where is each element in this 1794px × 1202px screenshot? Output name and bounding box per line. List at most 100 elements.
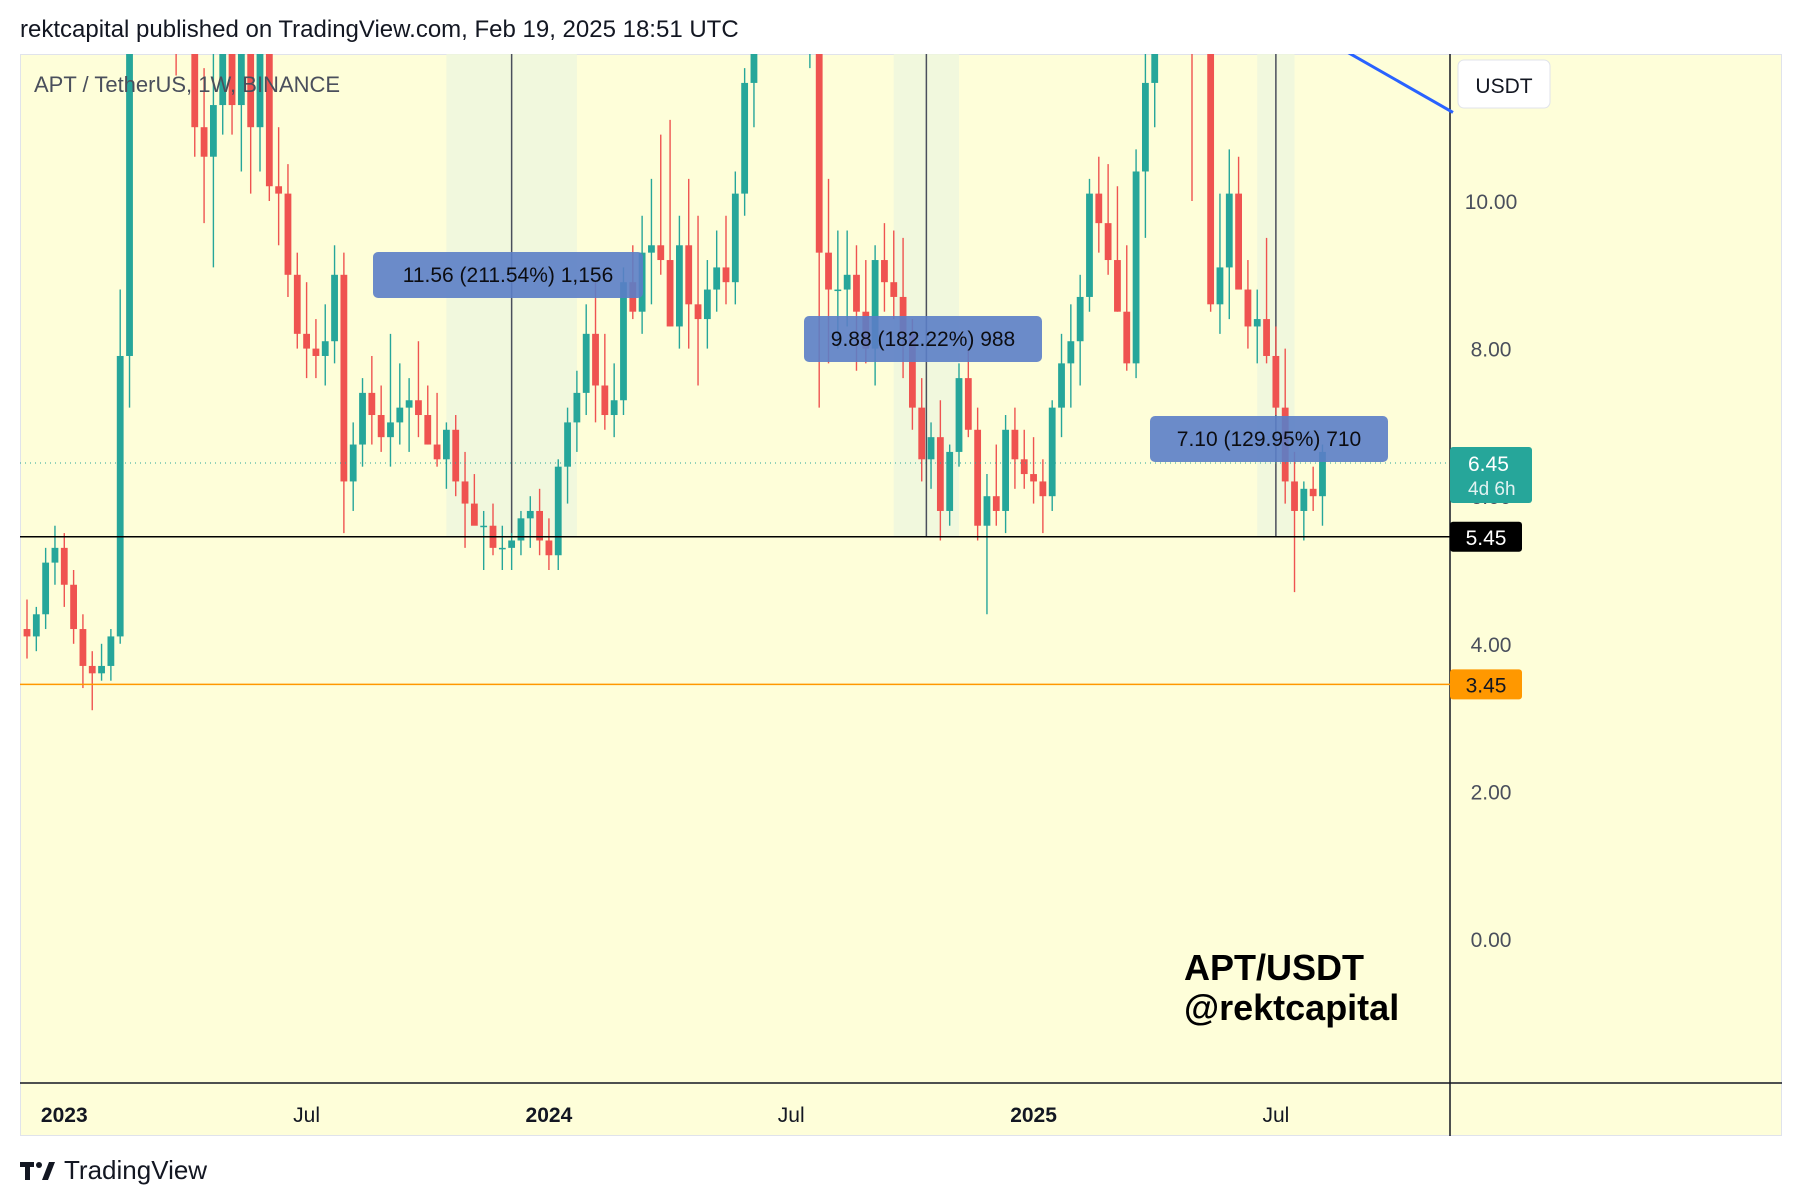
candle-down[interactable] xyxy=(1309,488,1317,497)
candle-up[interactable] xyxy=(219,54,227,106)
candle-up[interactable] xyxy=(508,540,516,548)
candle-down[interactable] xyxy=(694,304,702,320)
candle-up[interactable] xyxy=(703,289,711,320)
candle-up[interactable] xyxy=(480,525,488,528)
candle-up[interactable] xyxy=(648,245,655,253)
candle-down[interactable] xyxy=(452,429,460,482)
candle-down[interactable] xyxy=(470,503,478,526)
measure-label[interactable]: 9.88 (182.22%) 988 xyxy=(804,316,1042,362)
candle-down[interactable] xyxy=(1104,223,1112,261)
candle-down[interactable] xyxy=(853,274,860,312)
candle-up[interactable] xyxy=(610,400,618,416)
currency-button[interactable]: USDT xyxy=(1457,59,1551,109)
candle-down[interactable] xyxy=(191,54,199,128)
candle-up[interactable] xyxy=(116,355,124,637)
candle-down[interactable] xyxy=(936,437,944,511)
candle-down[interactable] xyxy=(657,245,665,261)
candle-down[interactable] xyxy=(909,333,916,408)
candle-down[interactable] xyxy=(964,378,972,430)
candle-up[interactable] xyxy=(1151,54,1159,83)
candle-down[interactable] xyxy=(685,245,693,305)
candle-down[interactable] xyxy=(303,333,310,349)
candle-up[interactable] xyxy=(349,444,357,482)
candle-down[interactable] xyxy=(461,481,469,504)
candle-up[interactable] xyxy=(983,496,991,526)
candle-down[interactable] xyxy=(881,260,888,283)
tradingview-logo[interactable]: TradingView xyxy=(20,1155,207,1186)
candle-down[interactable] xyxy=(974,429,982,526)
candle-up[interactable] xyxy=(1076,296,1084,342)
candle-down[interactable] xyxy=(60,547,68,585)
candle-down[interactable] xyxy=(1030,474,1037,482)
candle-down[interactable] xyxy=(1263,319,1270,356)
candle-down[interactable] xyxy=(275,186,283,194)
candle-up[interactable] xyxy=(42,562,50,615)
candle-down[interactable] xyxy=(1095,193,1103,224)
candle-down[interactable] xyxy=(592,333,599,386)
candle-down[interactable] xyxy=(200,127,208,157)
candle-up[interactable] xyxy=(843,274,851,290)
candle-up[interactable] xyxy=(526,510,534,519)
measure-label[interactable]: 11.56 (211.54%) 1,156 xyxy=(373,252,643,298)
candle-down[interactable] xyxy=(1235,193,1242,290)
candle-up[interactable] xyxy=(1132,171,1140,364)
candle-up[interactable] xyxy=(713,267,721,290)
candle-up[interactable] xyxy=(676,245,683,327)
candle-down[interactable] xyxy=(377,415,385,438)
candle-up[interactable] xyxy=(554,466,562,556)
candle-up[interactable] xyxy=(498,547,506,550)
candle-up[interactable] xyxy=(1048,407,1056,497)
candle-down[interactable] xyxy=(79,629,87,666)
candle-down[interactable] xyxy=(1272,355,1280,408)
candle-up[interactable] xyxy=(107,636,115,666)
candle-down[interactable] xyxy=(1207,54,1215,305)
candle-down[interactable] xyxy=(70,584,77,630)
candle-up[interactable] xyxy=(620,282,627,401)
candle-down[interactable] xyxy=(284,193,292,275)
candle-up[interactable] xyxy=(405,400,413,408)
candle-down[interactable] xyxy=(992,496,1000,511)
candle-up[interactable] xyxy=(946,451,954,511)
candle-up[interactable] xyxy=(1253,319,1261,327)
candle-down[interactable] xyxy=(1020,459,1028,475)
candle-down[interactable] xyxy=(23,629,31,637)
candle-up[interactable] xyxy=(1067,341,1075,364)
candle-down[interactable] xyxy=(815,54,823,253)
candle-up[interactable] xyxy=(126,54,133,356)
candle-down[interactable] xyxy=(228,54,236,106)
price-chart[interactable]: 11.56 (211.54%) 1,156 9.88 (182.22%) 988 7… xyxy=(20,54,1782,1136)
candle-down[interactable] xyxy=(545,540,553,556)
candle-down[interactable] xyxy=(415,400,422,416)
candle-up[interactable] xyxy=(731,193,739,283)
candle-down[interactable] xyxy=(247,54,255,128)
candle-up[interactable] xyxy=(237,54,245,106)
candle-up[interactable] xyxy=(1002,429,1009,511)
candle-up[interactable] xyxy=(359,392,366,445)
candle-down[interactable] xyxy=(1114,260,1121,312)
candle-down[interactable] xyxy=(1011,429,1019,460)
candle-down[interactable] xyxy=(1244,289,1252,327)
candle-down[interactable] xyxy=(1123,311,1131,364)
candle-down[interactable] xyxy=(312,348,320,356)
candle-down[interactable] xyxy=(88,665,96,674)
candle-down[interactable] xyxy=(825,252,832,290)
candle-up[interactable] xyxy=(871,260,879,349)
candle-up[interactable] xyxy=(98,665,105,674)
candle-down[interactable] xyxy=(666,260,674,327)
candle-up[interactable] xyxy=(582,333,590,393)
candle-up[interactable] xyxy=(32,614,40,637)
measure-label[interactable]: 7.10 (129.95%) 710 xyxy=(1150,416,1388,462)
candle-up[interactable] xyxy=(517,518,525,541)
candle-up[interactable] xyxy=(564,422,571,467)
candle-up[interactable] xyxy=(955,378,963,452)
candle-up[interactable] xyxy=(51,547,59,563)
candle-down[interactable] xyxy=(368,392,376,416)
candle-up[interactable] xyxy=(210,105,217,157)
candle-down[interactable] xyxy=(265,54,273,187)
candle-down[interactable] xyxy=(1039,481,1047,497)
candle-up[interactable] xyxy=(1086,193,1093,297)
candle-up[interactable] xyxy=(396,407,404,423)
candle-down[interactable] xyxy=(601,385,609,416)
candle-up[interactable] xyxy=(321,341,329,356)
candle-up[interactable] xyxy=(834,289,842,292)
